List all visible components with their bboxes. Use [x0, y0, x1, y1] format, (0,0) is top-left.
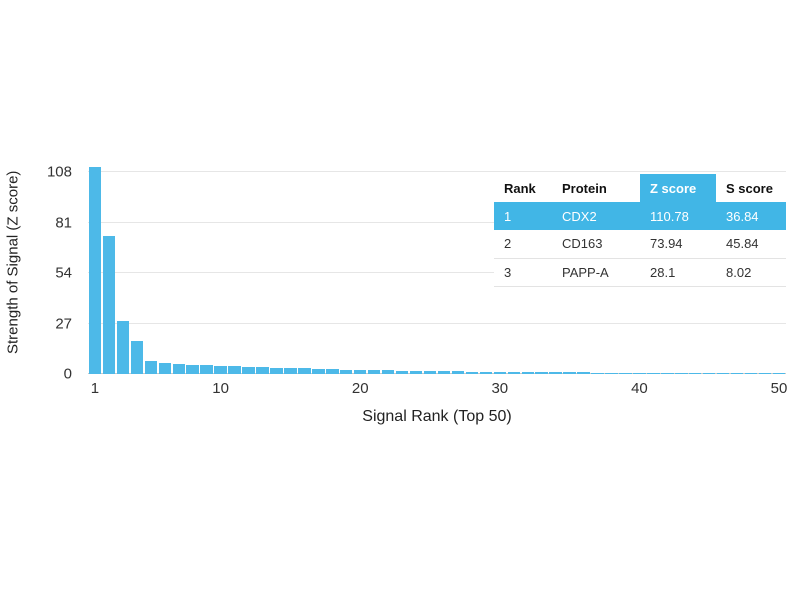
gridline — [88, 322, 786, 324]
bar-rank-44 — [689, 373, 702, 374]
bar-rank-4 — [130, 341, 144, 374]
bar-rank-35 — [563, 372, 576, 374]
bar-rank-33 — [535, 372, 548, 374]
col-header-zscore: Z score — [640, 174, 716, 202]
x-tick-label: 1 — [90, 380, 100, 397]
bar-rank-25 — [423, 371, 437, 374]
x-tick-label: 30 — [491, 380, 509, 397]
bar-rank-50 — [772, 373, 786, 374]
bar-rank-17 — [312, 368, 325, 374]
bar-rank-21 — [367, 370, 381, 374]
bar-rank-8 — [186, 364, 199, 374]
cell-sscore: 36.84 — [726, 208, 759, 224]
bar-rank-20 — [353, 369, 367, 374]
y-axis-ticks: 0 27 54 81 108 — [30, 150, 80, 383]
bar-rank-38 — [605, 372, 618, 374]
bar-rank-27 — [451, 371, 465, 374]
bar-rank-9 — [200, 365, 213, 374]
bar-rank-48 — [744, 373, 758, 374]
bar-rank-22 — [381, 370, 395, 374]
bar-rank-32 — [521, 372, 534, 374]
bar-rank-39 — [619, 372, 632, 374]
bar-rank-23 — [395, 370, 409, 374]
x-axis-line — [88, 373, 786, 374]
gridline — [88, 221, 786, 223]
results-table: Rank Protein Z score S score 1 CDX2 110.… — [494, 174, 786, 287]
bar-rank-45 — [702, 373, 716, 374]
x-tick-label: 50 — [770, 380, 788, 397]
table-row: 3 PAPP-A 28.1 8.02 — [494, 258, 786, 286]
bar-rank-6 — [158, 362, 171, 374]
y-tick-label: 108 — [46, 163, 72, 181]
bar-rank-7 — [172, 363, 185, 374]
bar-rank-5 — [144, 361, 158, 374]
cell-zscore: 28.1 — [650, 264, 676, 280]
y-axis-title: Strength of Signal (Z score) — [4, 170, 22, 354]
gridline — [88, 171, 786, 172]
col-header-protein: Protein — [552, 174, 640, 202]
y-tick-label: 54 — [55, 264, 72, 282]
bar-rank-10 — [214, 365, 227, 374]
bar-rank-28 — [465, 371, 479, 374]
x-tick-label: 40 — [631, 380, 648, 397]
cell-protein: PAPP-A — [562, 264, 609, 280]
bar-rank-36 — [577, 372, 590, 374]
bar-rank-15 — [284, 368, 297, 374]
table-row: 1 CDX2 110.78 36.84 — [494, 202, 786, 230]
cell-rank: 1 — [504, 208, 512, 224]
bar-rank-41 — [647, 372, 660, 374]
bar-rank-42 — [661, 372, 674, 374]
y-tick-label: 27 — [55, 315, 72, 332]
x-axis-title: Signal Rank (Top 50) — [362, 408, 512, 425]
cell-protein: CDX2 — [562, 208, 597, 224]
bar-rank-26 — [437, 371, 451, 374]
bar-rank-11 — [228, 366, 241, 374]
bar-rank-13 — [256, 367, 269, 374]
col-header-sscore: S score — [716, 174, 786, 202]
cell-protein: CD163 — [562, 236, 603, 252]
bar-rank-43 — [675, 373, 688, 374]
x-tick-label: 20 — [351, 380, 369, 397]
bar-rank-40 — [633, 372, 646, 374]
bar-rank-18 — [326, 369, 339, 374]
bar-rank-46 — [716, 373, 730, 374]
plot-area — [88, 150, 786, 374]
cell-zscore: 73.94 — [650, 236, 683, 252]
bar-rank-37 — [591, 372, 604, 374]
bar-rank-19 — [340, 369, 353, 374]
cell-sscore: 8.02 — [726, 264, 752, 280]
cell-rank: 3 — [504, 264, 512, 280]
bar-rank-1 — [88, 166, 102, 374]
col-header-rank: Rank — [494, 174, 552, 202]
x-tick-label: 10 — [212, 380, 229, 397]
bar-rank-14 — [270, 367, 283, 374]
table-header-row: Rank Protein Z score S score — [494, 174, 786, 202]
bar-rank-2 — [102, 235, 116, 374]
bar-rank-30 — [493, 371, 507, 374]
bar-rank-31 — [507, 371, 520, 374]
bar-rank-29 — [479, 371, 493, 374]
y-tick-label: 0 — [63, 365, 72, 383]
bar-rank-34 — [549, 372, 562, 374]
bar-rank-47 — [730, 373, 744, 374]
bar-rank-49 — [758, 373, 772, 374]
gridline — [88, 272, 786, 273]
x-axis-ticks: 1 10 20 30 40 50 — [88, 380, 788, 400]
bar-rank-3 — [116, 321, 130, 374]
table-row: 2 CD163 73.94 45.84 — [494, 230, 786, 258]
bar-rank-16 — [298, 368, 311, 374]
cell-zscore: 110.78 — [650, 208, 689, 224]
cell-sscore: 45.84 — [726, 236, 759, 252]
y-tick-label: 81 — [55, 214, 72, 231]
bar-rank-24 — [409, 370, 423, 374]
cell-rank: 2 — [504, 236, 512, 252]
bar-rank-12 — [242, 366, 255, 374]
